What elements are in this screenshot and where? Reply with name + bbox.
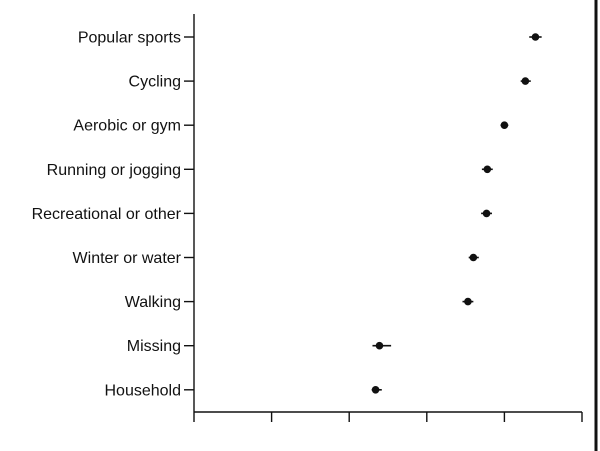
category-label: Popular sports xyxy=(78,30,181,47)
estimate-point-1 xyxy=(521,77,530,85)
category-label: Aerobic or gym xyxy=(73,118,181,135)
category-label: Household xyxy=(105,382,182,399)
estimate-point-6 xyxy=(464,297,472,306)
estimate-point-2 xyxy=(500,121,509,129)
axes xyxy=(184,14,583,422)
category-label: Walking xyxy=(125,294,181,311)
category-labels: Popular sports Cycling Aerobic or gym Runni… xyxy=(32,30,182,400)
estimate-point-0 xyxy=(531,33,540,41)
estimate-point-8 xyxy=(371,386,380,394)
category-label: Running or jogging xyxy=(47,162,181,179)
estimate-point-4 xyxy=(482,209,491,218)
estimate-point-7 xyxy=(375,341,384,350)
category-label: Recreational or other xyxy=(32,206,182,223)
estimate-point-5 xyxy=(469,253,478,262)
category-label: Missing xyxy=(127,338,181,355)
category-label: Winter or water xyxy=(73,250,182,267)
estimate-point-3 xyxy=(483,165,492,174)
category-label: Cycling xyxy=(129,74,181,91)
plot-marks xyxy=(371,33,542,394)
